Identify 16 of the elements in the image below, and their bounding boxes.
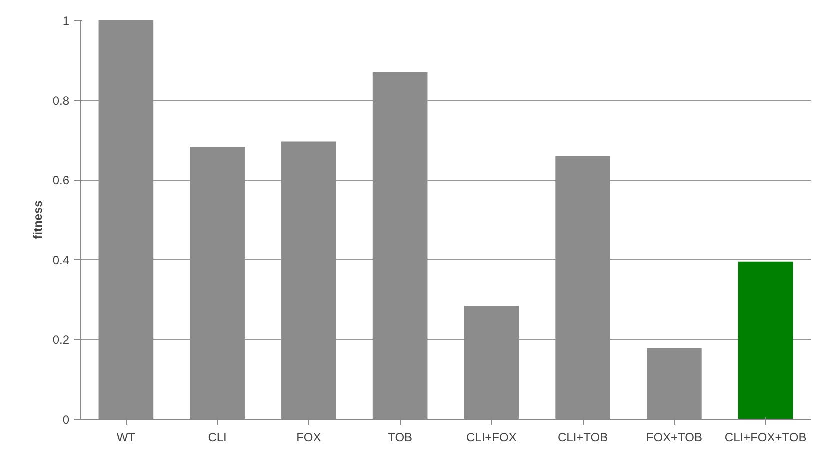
x-tick-label: CLI [208,430,227,444]
y-tick-label: 0.6 [52,174,70,188]
x-tick-label: FOX [296,430,322,444]
x-tick-label: FOX+TOB [646,430,703,444]
x-tick-label: CLI+FOX [466,430,517,444]
x-tick-label: CLI+TOB [558,430,608,444]
y-tick-label: 0 [62,413,70,427]
y-tick-label: 1 [62,14,70,28]
y-axis-title: fitness [30,200,45,240]
x-tick-label: WT [116,430,136,444]
bar [738,262,794,420]
x-tick-label: TOB [388,430,413,444]
y-tick-label: 0.8 [52,94,70,108]
x-tick-label: CLI+FOX+TOB [724,430,807,444]
y-tick-label: 0.4 [52,253,70,268]
y-tick-label: 0.2 [52,333,70,348]
